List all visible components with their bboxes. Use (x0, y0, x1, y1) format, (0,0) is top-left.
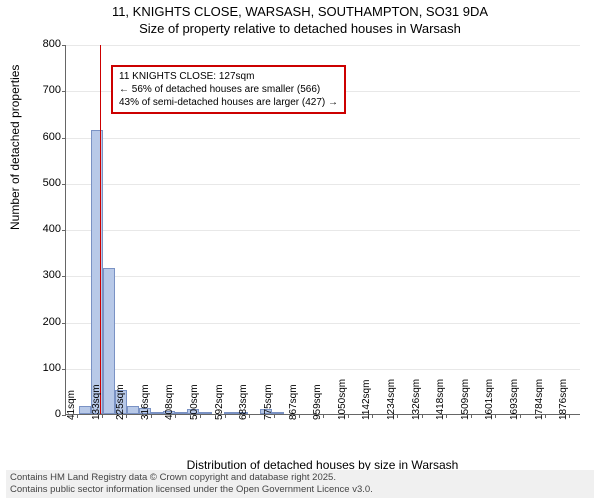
x-tick-label: 1601sqm (484, 379, 495, 420)
grid-line (66, 230, 580, 231)
histogram-bar (175, 412, 187, 414)
x-tick-label: 316sqm (140, 384, 151, 420)
y-tick-label: 300 (43, 269, 66, 281)
y-tick-label: 400 (43, 223, 66, 235)
x-tick-mark (495, 414, 496, 418)
x-tick-mark (126, 414, 127, 418)
x-tick-label: 1050sqm (337, 379, 348, 420)
property-marker-line (100, 45, 101, 414)
x-tick-label: 1784sqm (534, 379, 545, 420)
x-tick-label: 1876sqm (558, 379, 569, 420)
plot-area: 010020030040050060070080011 KNIGHTS CLOS… (65, 45, 580, 415)
annotation-box: 11 KNIGHTS CLOSE: 127sqm ← 56% of detache… (111, 65, 346, 114)
x-tick-mark (569, 414, 570, 418)
annotation-line-2: ← 56% of detached houses are smaller (56… (119, 84, 320, 95)
grid-line (66, 369, 580, 370)
x-tick-label: 592sqm (214, 384, 225, 420)
x-tick-label: 500sqm (189, 384, 200, 420)
x-tick-label: 1234sqm (386, 379, 397, 420)
x-tick-label: 959sqm (312, 384, 323, 420)
x-tick-mark (175, 414, 176, 418)
grid-line (66, 138, 580, 139)
title-line-2: Size of property relative to detached ho… (139, 21, 461, 36)
y-tick-label: 0 (55, 408, 66, 420)
grid-line (66, 45, 580, 46)
x-tick-mark (77, 414, 78, 418)
grid-line (66, 323, 580, 324)
y-tick-label: 600 (43, 131, 66, 143)
x-tick-label: 1509sqm (460, 379, 471, 420)
histogram-bar (103, 268, 115, 414)
x-tick-label: 1142sqm (361, 380, 372, 420)
histogram-bar (151, 412, 163, 414)
x-tick-label: 683sqm (238, 384, 249, 420)
x-tick-label: 1418sqm (435, 379, 446, 420)
y-tick-label: 800 (43, 38, 66, 50)
x-tick-label: 1326sqm (411, 379, 422, 420)
annotation-line-3: 43% of semi-detached houses are larger (… (119, 97, 338, 108)
chart-title: 11, KNIGHTS CLOSE, WARSASH, SOUTHAMPTON,… (0, 0, 600, 38)
y-tick-label: 100 (43, 362, 66, 374)
grid-line (66, 276, 580, 277)
x-tick-mark (520, 414, 521, 418)
y-tick-label: 700 (43, 84, 66, 96)
x-tick-label: 225sqm (115, 384, 126, 420)
x-tick-mark (249, 414, 250, 418)
x-tick-label: 775sqm (263, 384, 274, 420)
footer-line-2: Contains public sector information licen… (10, 484, 373, 495)
y-tick-label: 200 (43, 316, 66, 328)
x-tick-mark (274, 414, 275, 418)
histogram-chart: 11, KNIGHTS CLOSE, WARSASH, SOUTHAMPTON,… (0, 0, 600, 500)
y-axis-label: Number of detached properties (8, 65, 22, 230)
histogram-bar (127, 406, 139, 414)
y-tick-label: 500 (43, 177, 66, 189)
histogram-bar (199, 412, 211, 414)
annotation-line-1: 11 KNIGHTS CLOSE: 127sqm (119, 71, 254, 82)
footer-attribution: Contains HM Land Registry data © Crown c… (6, 470, 594, 498)
x-tick-mark (446, 414, 447, 418)
footer-line-1: Contains HM Land Registry data © Crown c… (10, 472, 336, 483)
x-tick-mark (323, 414, 324, 418)
x-tick-label: 41sqm (66, 390, 77, 420)
x-tick-label: 867sqm (288, 384, 299, 420)
x-tick-mark (372, 414, 373, 418)
x-tick-label: 133sqm (91, 384, 102, 420)
histogram-bar (79, 406, 91, 414)
x-tick-mark (200, 414, 201, 418)
grid-line (66, 184, 580, 185)
title-line-1: 11, KNIGHTS CLOSE, WARSASH, SOUTHAMPTON,… (112, 4, 488, 19)
x-tick-label: 1693sqm (509, 379, 520, 420)
x-tick-mark (397, 414, 398, 418)
x-tick-label: 408sqm (164, 384, 175, 420)
